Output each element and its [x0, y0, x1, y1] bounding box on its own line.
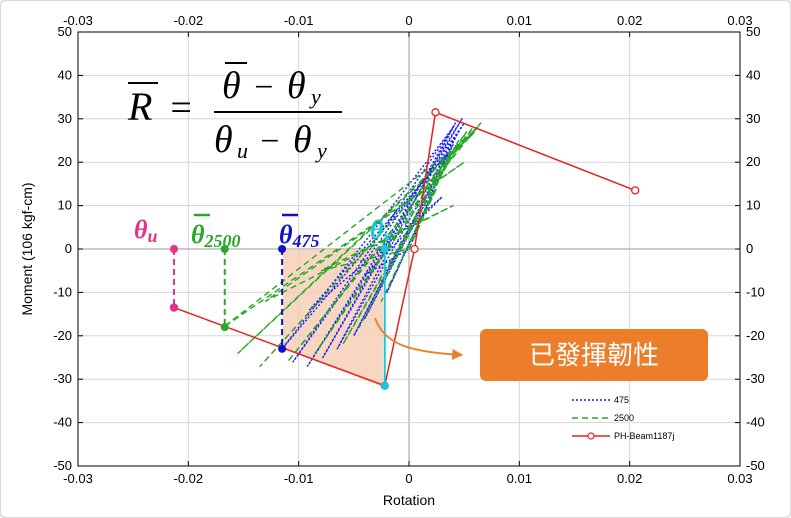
- legend: 475 2500 PH-Beam1187j: [572, 395, 674, 441]
- formula-den-sub-y: y: [315, 138, 327, 163]
- series-point: [431, 108, 440, 117]
- axis-ticks: -0.03 -0.03 -0.02 -0.02 -0.01 -0.01 0 0 0.01 0.01…: [53, 13, 765, 486]
- vertical-marker-bottom-dot: [278, 344, 287, 353]
- y-tick-label-right: -40: [746, 415, 765, 430]
- formula-num-theta-y: θ: [287, 65, 306, 107]
- series-point: [631, 186, 640, 195]
- vertical-marker-top-dot: [278, 245, 287, 253]
- formula-equals: =: [168, 87, 194, 129]
- x-tick-label-bottom: -0.03: [63, 471, 93, 486]
- formula-num-sub-y: y: [309, 84, 321, 109]
- formula-den-sub-u: u: [237, 138, 248, 163]
- y-tick-label-right: 0: [746, 241, 753, 256]
- y-tick-label-left: 30: [58, 111, 72, 126]
- x-tick-label-top: -0.01: [284, 13, 314, 28]
- y-tick-label-left: -40: [53, 415, 72, 430]
- shaded-ductility-region: [283, 249, 383, 387]
- x-tick-label-top: -0.02: [174, 13, 204, 28]
- x-tick-label-top: 0.01: [507, 13, 532, 28]
- formula-lhs: R: [127, 84, 152, 129]
- vertical-markers: [169, 245, 389, 390]
- y-tick-label-left: -10: [53, 284, 72, 299]
- vertical-marker-bottom-dot: [220, 323, 229, 332]
- y-tick-label-left: 10: [58, 198, 72, 213]
- y-tick-label-right: 50: [746, 24, 760, 39]
- x-tick-label-top: 0.03: [727, 13, 752, 28]
- y-tick-label-left: 0: [65, 241, 72, 256]
- callout-text: 已發揮韌性: [529, 341, 659, 371]
- x-tick-label-top: 0: [405, 13, 412, 28]
- y-tick-label-left: -20: [53, 328, 72, 343]
- legend-label: 475: [614, 395, 629, 405]
- legend-label: PH-Beam1187j: [614, 431, 674, 441]
- y-axis-label: Moment (106 kgf-cm): [19, 182, 35, 315]
- y-tick-label-left: 50: [58, 24, 72, 39]
- x-tick-label-bottom: -0.01: [284, 471, 314, 486]
- series-line-1: [281, 118, 465, 367]
- vertical-marker-top-dot: [380, 245, 389, 253]
- y-tick-label-right: 30: [746, 111, 760, 126]
- y-tick-label-right: -30: [746, 371, 765, 386]
- y-tick-label-right: 20: [746, 154, 760, 169]
- y-tick-label-left: 20: [58, 154, 72, 169]
- y-tick-label-right: -50: [746, 458, 765, 473]
- x-tick-label-bottom: -0.02: [174, 471, 204, 486]
- x-tick-label-top: 0.02: [617, 13, 642, 28]
- y-tick-label-right: 40: [746, 67, 760, 82]
- formula: R = θ − θ y θ u − θ y: [127, 62, 342, 163]
- x-tick-label-bottom: 0.02: [617, 471, 642, 486]
- formula-den-theta-u: θ: [214, 119, 233, 161]
- formula-den-minus: −: [258, 123, 281, 160]
- callout-box: [480, 329, 708, 381]
- formula-num-theta-bar: θ: [222, 65, 241, 107]
- vertical-marker-bottom-dot: [169, 303, 178, 312]
- legend-label: 2500: [614, 413, 634, 423]
- y-tick-label-right: 10: [746, 198, 760, 213]
- x-tick-label-bottom: 0.03: [727, 471, 752, 486]
- y-tick-label-left: -30: [53, 371, 72, 386]
- x-tick-label-bottom: 0: [405, 471, 412, 486]
- formula-num-minus: −: [252, 69, 275, 106]
- legend-swatch-marker: [587, 432, 595, 440]
- series-point: [410, 244, 419, 254]
- x-tick-label-top: -0.03: [63, 13, 93, 28]
- y-tick-label-left: 40: [58, 67, 72, 82]
- y-tick-label-left: -50: [53, 458, 72, 473]
- x-tick-label-bottom: 0.01: [507, 471, 532, 486]
- vertical-marker-bottom-dot: [380, 381, 389, 390]
- y-tick-label-right: -20: [746, 328, 765, 343]
- callout-arrow: [374, 317, 464, 360]
- x-axis-label: Rotation: [383, 492, 435, 508]
- series-line-2: [222, 122, 482, 367]
- y-tick-label-right: -10: [746, 284, 765, 299]
- formula-den-theta-y: θ: [293, 119, 312, 161]
- vertical-marker-top-dot: [220, 245, 229, 253]
- vertical-marker-top-dot: [169, 245, 178, 253]
